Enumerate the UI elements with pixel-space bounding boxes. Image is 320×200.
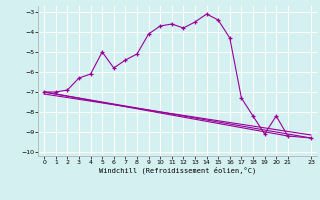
X-axis label: Windchill (Refroidissement éolien,°C): Windchill (Refroidissement éolien,°C) bbox=[99, 167, 256, 174]
